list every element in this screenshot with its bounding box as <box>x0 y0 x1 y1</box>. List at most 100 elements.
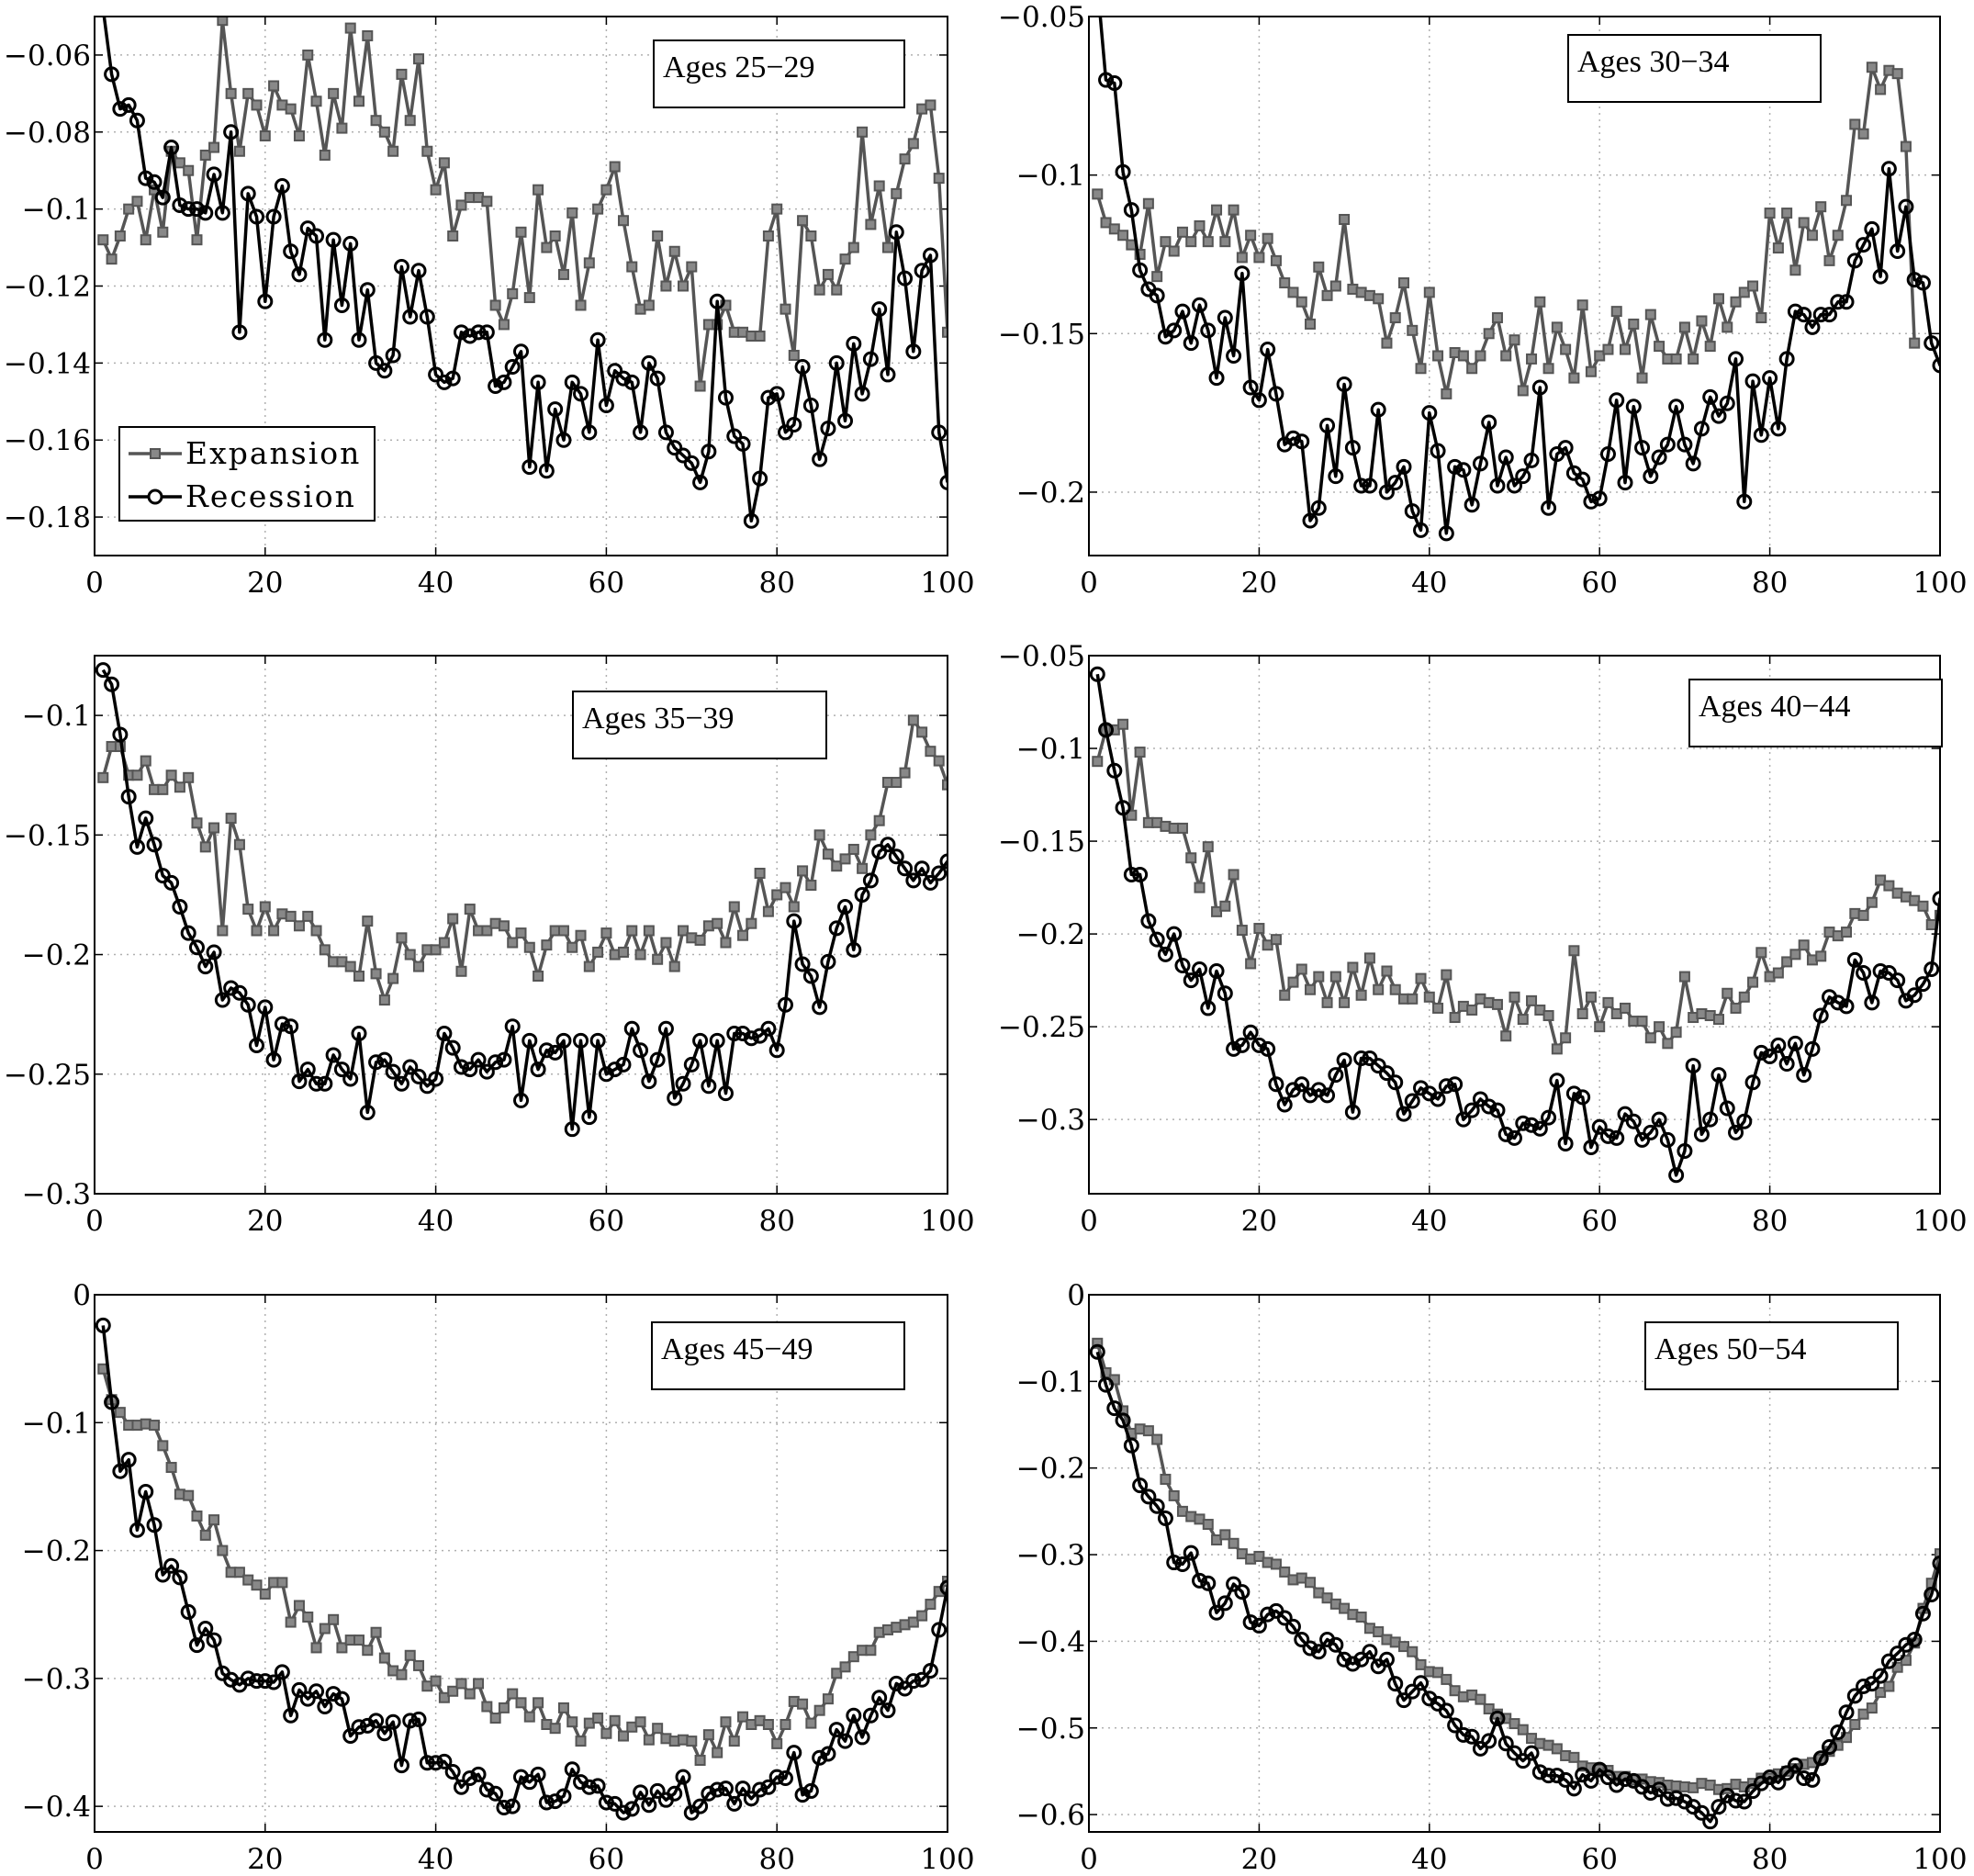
recession-marker <box>1089 1343 1105 1360</box>
recession-marker <box>1481 1733 1497 1749</box>
recession-marker <box>846 941 862 958</box>
recession-marker <box>1523 1117 1540 1133</box>
expansion-marker <box>592 1713 604 1724</box>
expansion-marker <box>533 184 544 196</box>
recession-marker <box>1736 1113 1753 1129</box>
expansion-marker <box>378 994 390 1006</box>
expansion-marker <box>762 905 774 917</box>
recession-marker <box>291 266 308 283</box>
recession-marker <box>931 1622 948 1638</box>
expansion-marker <box>1475 350 1486 362</box>
recession-marker <box>768 1769 785 1785</box>
expansion-marker <box>694 1755 706 1766</box>
y-tick-label: −0.15 <box>998 826 1085 859</box>
expansion-marker <box>533 970 544 982</box>
recession-marker <box>812 1749 828 1766</box>
recession-marker <box>717 389 734 406</box>
expansion-marker <box>1236 252 1248 264</box>
expansion-marker <box>1747 976 1759 988</box>
expansion-marker <box>1432 1002 1444 1014</box>
expansion-marker <box>626 925 638 937</box>
expansion-marker <box>1407 1646 1419 1657</box>
x-tick-label: 40 <box>418 1205 454 1238</box>
expansion-marker <box>293 920 305 932</box>
recession-marker <box>488 1785 504 1802</box>
recession-marker <box>333 1062 350 1078</box>
recession-marker <box>1404 1683 1420 1700</box>
recession-marker <box>1523 452 1540 468</box>
recession-marker <box>1744 1783 1761 1800</box>
recession-marker <box>146 174 163 190</box>
expansion-marker <box>600 1727 612 1739</box>
expansion-line <box>101 18 948 388</box>
recession-marker <box>1736 1793 1753 1810</box>
expansion-marker <box>1245 230 1257 242</box>
recession-marker <box>1659 1131 1676 1148</box>
expansion-marker <box>1568 372 1580 384</box>
expansion-marker <box>328 1613 340 1625</box>
recession-marker <box>1685 1058 1701 1074</box>
expansion-marker <box>268 925 280 937</box>
expansion-marker <box>1712 293 1724 305</box>
recession-marker <box>283 243 299 260</box>
expansion-marker <box>1738 991 1750 1003</box>
expansion-marker <box>1253 252 1265 264</box>
recession-marker <box>1872 1668 1889 1684</box>
recession-marker <box>444 370 461 387</box>
x-tick-label: 20 <box>247 1843 283 1876</box>
expansion-marker <box>1092 756 1104 768</box>
recession-marker <box>1200 1000 1217 1017</box>
recession-marker <box>376 1725 393 1742</box>
recession-marker <box>777 996 793 1013</box>
recession-marker <box>274 1664 290 1680</box>
recession-marker <box>1830 1724 1846 1740</box>
recession-marker <box>657 1020 674 1037</box>
recession-marker <box>623 1020 640 1037</box>
recession-marker <box>1319 1087 1336 1104</box>
expansion-marker <box>822 268 834 280</box>
recession-marker <box>837 412 854 429</box>
recession-marker <box>1123 1437 1139 1454</box>
recession-marker <box>922 874 938 891</box>
expansion-marker <box>668 960 680 972</box>
expansion-marker <box>925 1599 937 1611</box>
expansion-marker <box>1849 1719 1861 1730</box>
expansion-marker <box>839 253 851 265</box>
recession-marker <box>914 263 930 279</box>
recession-marker <box>299 1691 316 1707</box>
recession-marker <box>513 343 529 360</box>
recession-marker <box>1796 1067 1812 1084</box>
expansion-series <box>1092 718 1940 1055</box>
recession-marker <box>1872 268 1889 285</box>
recession-marker <box>453 1059 469 1075</box>
recession-marker <box>1617 475 1633 491</box>
recession-marker <box>1719 395 1735 411</box>
recession-marker <box>1226 1040 1242 1057</box>
expansion-marker <box>370 1626 382 1638</box>
recession-marker <box>1183 972 1199 989</box>
x-tick-label: 0 <box>1080 1205 1098 1238</box>
recession-marker <box>1838 1704 1855 1721</box>
recession-marker <box>249 1038 265 1054</box>
expansion-marker <box>1126 809 1138 821</box>
recession-marker <box>760 1779 777 1795</box>
expansion-marker <box>1568 945 1580 957</box>
recession-marker <box>1812 1007 1829 1024</box>
expansion-marker <box>302 1612 314 1623</box>
recession-marker <box>1115 800 1131 816</box>
expansion-marker <box>592 203 604 215</box>
recession-marker <box>949 886 962 899</box>
recession-marker <box>1846 253 1863 269</box>
expansion-marker <box>1602 343 1614 355</box>
recession-marker <box>478 1063 495 1080</box>
recession-marker <box>488 1054 504 1071</box>
recession-marker <box>1591 490 1608 507</box>
expansion-marker <box>1875 1687 1887 1699</box>
expansion-marker <box>1168 1489 1180 1501</box>
recession-marker <box>1123 866 1139 882</box>
recession-marker <box>1856 237 1872 253</box>
expansion-marker <box>891 777 903 789</box>
expansion-marker <box>626 261 638 273</box>
expansion-marker <box>498 319 510 331</box>
expansion-marker <box>378 126 390 138</box>
